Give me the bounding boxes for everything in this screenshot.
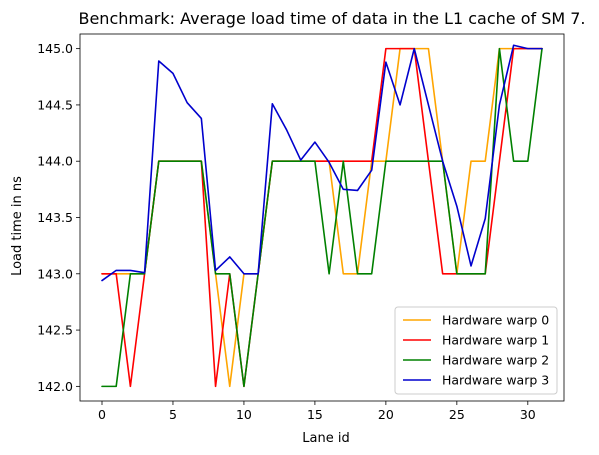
y-tick-label: 144.5: [37, 97, 73, 112]
x-tick-label: 15: [307, 407, 323, 422]
series-line-warp-3: [101, 44, 543, 282]
y-tick-label: 142.0: [37, 379, 73, 394]
x-tick-label: 0: [98, 407, 106, 422]
y-tick-label: 145.0: [37, 41, 73, 56]
legend-label: Hardware warp 0: [442, 313, 549, 328]
x-tick-label: 25: [449, 407, 465, 422]
legend-label: Hardware warp 3: [442, 373, 549, 388]
legend-box: [394, 306, 558, 395]
legend-label: Hardware warp 1: [442, 333, 549, 348]
y-tick-label: 143.0: [37, 266, 73, 281]
x-tick-label: 10: [236, 407, 252, 422]
x-axis-label: Lane id: [302, 431, 349, 446]
y-axis: 142.0 142.5 143.0 143.5 144.0 144.5 145.0: [37, 41, 80, 394]
x-tick-label: 5: [169, 407, 177, 422]
y-tick-label: 144.0: [37, 154, 73, 169]
x-axis: 0 5 10 15 20 25 30: [98, 401, 536, 422]
y-tick-label: 143.5: [37, 210, 73, 225]
legend: Hardware warp 0 Hardware warp 1 Hardware w…: [394, 306, 558, 395]
x-tick-label: 30: [520, 407, 536, 422]
y-axis-label: Load time in ns: [10, 176, 25, 276]
legend-label: Hardware warp 2: [442, 353, 549, 368]
series-line-warp-2: [101, 47, 543, 388]
chart-title: Benchmark: Average load time of data in …: [78, 9, 585, 28]
series-layer: [101, 44, 543, 388]
y-tick-label: 142.5: [37, 323, 73, 338]
x-tick-label: 20: [378, 407, 394, 422]
